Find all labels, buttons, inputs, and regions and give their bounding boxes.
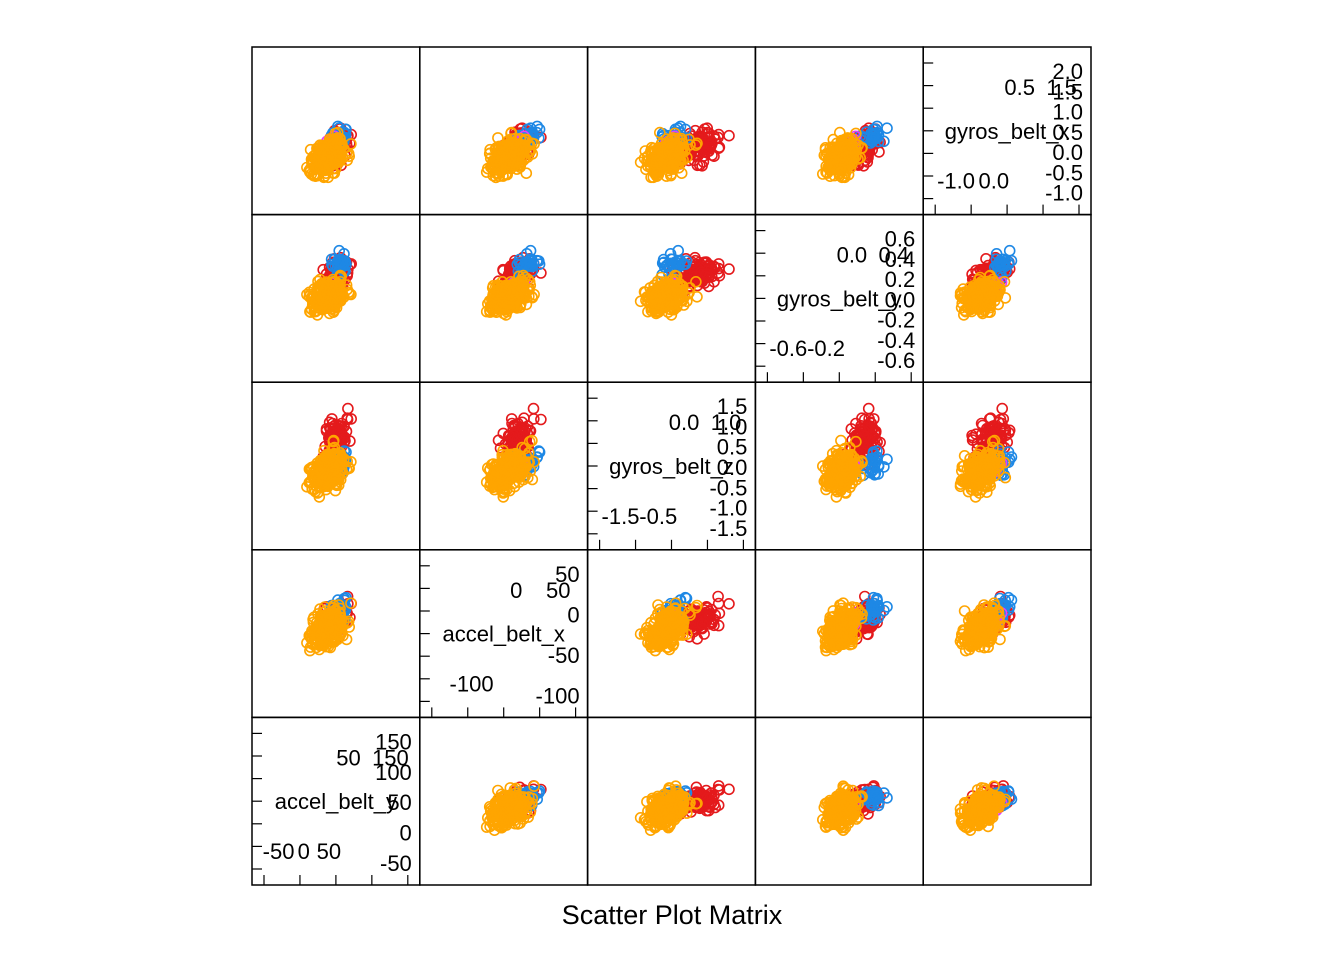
data-point-r0-c0-334 (326, 133, 339, 146)
data-point-r1-c0-397 (334, 275, 347, 288)
data-point-r1-c0-149 (326, 258, 338, 271)
data-point-r0-c0-381 (303, 164, 316, 177)
data-point-r1-c0-388 (334, 280, 346, 292)
data-point-r0-c1-282 (521, 151, 534, 163)
data-point-r1-c1-142 (513, 256, 526, 269)
data-point-r1-c0-377 (345, 288, 357, 301)
data-point-r0-c1-397 (496, 150, 509, 163)
data-point-r0-c0-392 (328, 167, 341, 179)
data-point-r1-c0-381 (303, 290, 316, 303)
data-point-r0-c3-392 (821, 167, 834, 179)
data-point-r0-c0-388 (334, 132, 346, 145)
data-point-r0-c1-371 (505, 127, 517, 140)
data-point-r0-c2-334 (683, 133, 695, 146)
data-point-r0-c3-380 (856, 142, 868, 154)
data-point-r1-c0-399 (313, 302, 326, 315)
data-point-r0-c3-400 (834, 167, 846, 179)
data-point-r0-c1-144 (533, 123, 546, 136)
data-point-r0-c2-217 (653, 126, 666, 139)
panel-frame-r0-c1 (419, 46, 589, 216)
data-point-r0-c3-393 (826, 142, 839, 155)
data-point-r1-c0-401 (321, 302, 334, 315)
data-point-r2-c0-25 (342, 402, 354, 415)
data-point-r0-c3-401 (823, 161, 836, 173)
data-point-r1-c0-393 (311, 299, 323, 311)
data-point-r0-c2-400 (675, 167, 688, 179)
panel-frame-r1-c4 (922, 213, 1092, 383)
data-point-r0-c2-101 (691, 159, 704, 172)
data-point-r0-c3-388 (845, 132, 858, 145)
data-point-r0-c2-401 (667, 161, 679, 173)
data-point-r0-c3-144 (867, 123, 880, 136)
data-point-r2-c1-25 (527, 402, 540, 415)
data-point-r0-c2-398 (654, 154, 666, 166)
data-point-r2-c4-25 (996, 402, 1009, 415)
data-point-r0-c1-334 (518, 133, 531, 146)
data-point-r0-c2-361 (640, 163, 652, 176)
data-point-r0-c2-117 (696, 138, 709, 151)
panel-frame-r0-c3 (754, 46, 924, 216)
data-point-r0-c2-389 (648, 155, 660, 167)
data-point-r0-c3-397 (850, 150, 862, 163)
data-point-r0-c1-377 (528, 138, 540, 150)
data-point-r1-c2-25 (723, 263, 735, 275)
data-point-r0-c1-388 (514, 132, 527, 145)
data-point-r0-c1-385 (513, 149, 526, 162)
data-point-r0-c1-399 (485, 159, 498, 172)
data-point-r0-c0-397 (334, 150, 347, 163)
data-point-r0-c2-393 (648, 142, 660, 155)
data-point-r0-c1-400 (520, 167, 533, 179)
data-point-r0-c2-25 (723, 129, 735, 142)
data-point-r0-c3-149 (867, 129, 880, 142)
data-point-r0-c3-390 (837, 152, 850, 164)
data-point-r0-c0-377 (345, 138, 357, 150)
data-point-r1-c0-119 (317, 263, 330, 276)
data-point-r0-c2-106 (696, 160, 708, 172)
data-point-r0-c2-118 (708, 150, 720, 162)
data-point-r0-c2-108 (702, 132, 715, 144)
data-point-r0-c3-332 (819, 142, 832, 154)
data-point-r0-c2-320 (690, 139, 702, 151)
data-point-r1-c4-131 (1003, 244, 1016, 257)
data-point-r1-c1-143 (511, 258, 524, 271)
data-point-r0-c3-398 (835, 154, 847, 166)
data-point-r0-c3-131 (881, 122, 893, 134)
data-point-r0-c2-103 (701, 126, 714, 139)
data-point-r1-c0-389 (330, 287, 343, 299)
data-point-r0-c1-370 (514, 158, 527, 171)
data-point-r0-c0-380 (334, 142, 347, 154)
data-point-r0-c0-401 (321, 161, 334, 173)
data-point-r2-c1-83 (527, 413, 540, 425)
data-point-r0-c0-399 (313, 159, 326, 172)
data-point-r2-c3-25 (862, 402, 875, 415)
data-point-r1-c1-119 (497, 263, 509, 276)
data-point-r0-c0-394 (313, 146, 326, 158)
data-point-r0-c2-388 (675, 132, 688, 145)
data-point-r0-c1-401 (503, 161, 516, 173)
data-point-r1-c1-131 (524, 244, 537, 257)
data-point-r0-c0-400 (320, 167, 332, 179)
data-point-r0-c2-83 (712, 128, 725, 141)
data-point-r1-c0-392 (328, 304, 341, 317)
data-point-r0-c2-396 (654, 158, 667, 171)
